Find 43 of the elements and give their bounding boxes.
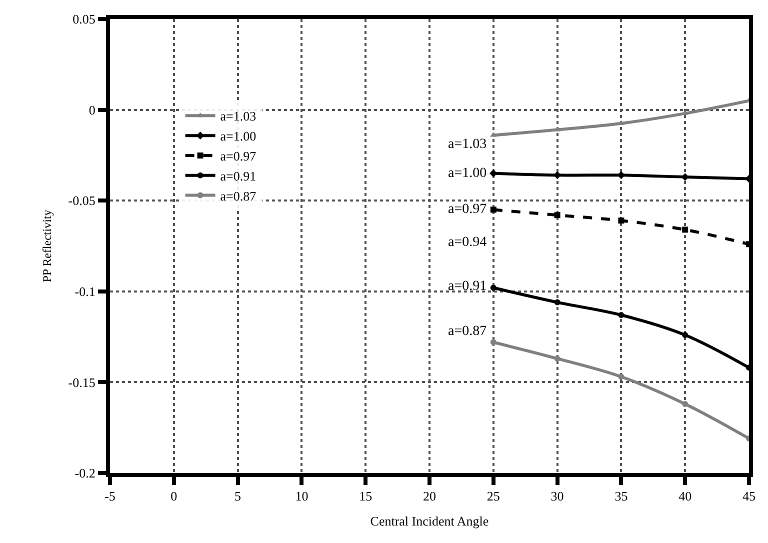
y-tick-label: -0.05: [68, 193, 96, 208]
point: [618, 312, 624, 318]
point: [490, 339, 496, 346]
x-tick-label: 20: [423, 488, 436, 504]
point: [554, 212, 560, 218]
point: [490, 206, 496, 213]
x-tick-label: 40: [678, 488, 692, 504]
y-tick-label: -0.15: [68, 374, 96, 390]
annotation: a=1.03: [448, 137, 487, 152]
x-tick-label: 35: [614, 488, 628, 504]
x-tick-label: 25: [486, 488, 500, 504]
annotation: a=1.00: [448, 166, 487, 181]
annotation: a=0.94: [448, 235, 487, 250]
legend-label: a=0.97: [220, 148, 257, 164]
x-tick-label: 10: [295, 488, 308, 504]
point: [554, 356, 560, 362]
x-tick-label: 0: [170, 488, 178, 504]
point: [554, 299, 560, 306]
x-axis-title: Central Incident Angle: [370, 514, 489, 529]
y-axis-title: PP Reflectivity: [40, 210, 54, 282]
point: [618, 374, 624, 380]
legend-label: a=0.87: [220, 188, 257, 204]
x-tick-label: 15: [359, 488, 372, 504]
point: [618, 218, 624, 224]
point: [682, 400, 688, 407]
y-tick-label: -0.1: [74, 284, 96, 299]
annotation: a=0.91: [448, 279, 487, 294]
y-tick-label: 0.05: [72, 12, 96, 27]
x-tick-label: 45: [742, 488, 756, 504]
x-tick-label: 5: [234, 488, 242, 504]
annotation: a=0.87: [448, 324, 487, 339]
legend-label: a=1.00: [220, 128, 256, 144]
point: [681, 173, 689, 181]
y-tick-label: -0.2: [74, 466, 96, 481]
legend-label: a=0.91: [220, 168, 256, 184]
legend-label: a=1.03: [220, 108, 256, 124]
y-tick-label: 0: [88, 102, 96, 118]
x-tick-label: 30: [550, 488, 564, 504]
point: [682, 332, 688, 338]
point: [682, 226, 688, 233]
annotation: a=0.97: [448, 202, 487, 217]
point: [490, 284, 496, 291]
x-tick-label: -5: [104, 488, 116, 504]
